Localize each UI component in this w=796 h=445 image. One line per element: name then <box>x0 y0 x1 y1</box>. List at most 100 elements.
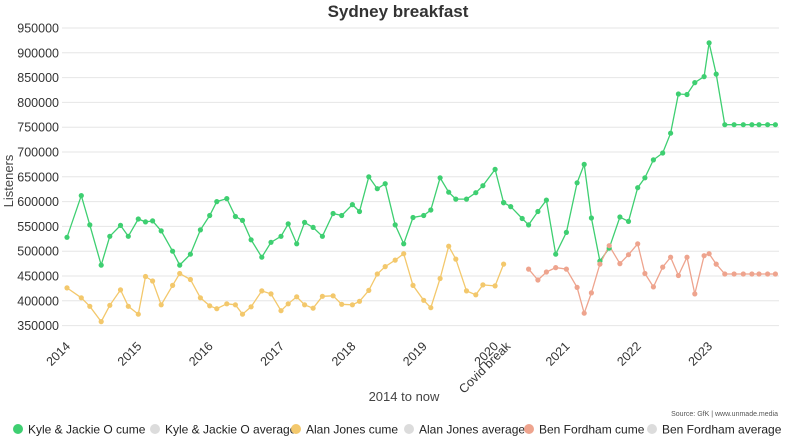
kyle-and-jackie-o-cume-point[interactable] <box>170 248 176 254</box>
kyle-and-jackie-o-cume-point[interactable] <box>339 212 345 219</box>
ben-fordham-cume-point[interactable] <box>553 265 559 271</box>
kyle-and-jackie-o-cume-point[interactable] <box>543 197 550 203</box>
ben-fordham-cume-point[interactable] <box>625 252 632 258</box>
alan-jones-cume-point[interactable] <box>446 243 452 249</box>
kyle-and-jackie-o-cume-point[interactable] <box>302 219 308 225</box>
alan-jones-cume-point[interactable] <box>107 302 113 308</box>
kyle-and-jackie-o-cume-point[interactable] <box>158 228 164 234</box>
kyle-and-jackie-o-cume-point[interactable] <box>463 196 470 202</box>
alan-jones-cume-point[interactable] <box>187 276 193 283</box>
kyle-and-jackie-o-cume-point[interactable] <box>731 122 737 128</box>
alan-jones-cume-point[interactable] <box>349 302 355 308</box>
ben-fordham-cume-point[interactable] <box>713 261 719 267</box>
alan-jones-cume-point[interactable] <box>214 306 220 312</box>
kyle-and-jackie-o-cume-point[interactable] <box>117 222 124 228</box>
alan-jones-cume-point[interactable] <box>239 311 246 317</box>
kyle-and-jackie-o-cume-point[interactable] <box>437 175 443 181</box>
alan-jones-cume-point[interactable] <box>197 295 203 301</box>
kyle-and-jackie-o-cume-point[interactable] <box>248 237 254 243</box>
kyle-and-jackie-o-cume-point[interactable] <box>197 227 203 233</box>
kyle-and-jackie-o-cume-point[interactable] <box>692 80 698 86</box>
kyle-and-jackie-o-cume-point[interactable] <box>330 210 336 217</box>
alan-jones-cume-point[interactable] <box>64 285 70 291</box>
kyle-and-jackie-o-cume-point[interactable] <box>526 222 532 228</box>
kyle-and-jackie-o-cume-point[interactable] <box>78 193 84 199</box>
kyle-and-jackie-o-cume-point[interactable] <box>392 222 398 228</box>
ben-fordham-cume-point[interactable] <box>756 271 762 277</box>
ben-fordham-cume-point[interactable] <box>642 270 648 277</box>
kyle-and-jackie-o-cume-point[interactable] <box>722 122 728 128</box>
kyle-and-jackie-o-cume-point[interactable] <box>150 218 156 224</box>
alan-jones-cume-point[interactable] <box>268 291 274 297</box>
kyle-and-jackie-o-cume-point[interactable] <box>268 239 274 245</box>
kyle-and-jackie-o-cume-point[interactable] <box>492 166 498 172</box>
ben-fordham-cume-point[interactable] <box>526 266 532 272</box>
kyle-and-jackie-o-cume-point[interactable] <box>684 91 690 98</box>
alan-jones-cume-point[interactable] <box>135 311 141 317</box>
kyle-and-jackie-o-cume-point[interactable] <box>232 213 238 220</box>
kyle-and-jackie-o-cume-point[interactable] <box>535 208 541 215</box>
ben-fordham-cume-point[interactable] <box>581 310 587 316</box>
kyle-and-jackie-o-cume-point[interactable] <box>508 204 514 210</box>
kyle-and-jackie-o-cume-point[interactable] <box>285 221 291 227</box>
kyle-and-jackie-o-cume-point[interactable] <box>239 217 246 223</box>
kyle-and-jackie-o-cume-point[interactable] <box>349 202 355 208</box>
alan-jones-cume-point[interactable] <box>302 302 308 308</box>
kyle-and-jackie-o-cume-point[interactable] <box>642 175 648 181</box>
kyle-and-jackie-o-cume-point[interactable] <box>772 122 779 128</box>
kyle-and-jackie-o-cume-point[interactable] <box>142 219 149 225</box>
alan-jones-cume-point[interactable] <box>294 294 300 300</box>
alan-jones-cume-point[interactable] <box>177 270 183 277</box>
ben-fordham-cume-point[interactable] <box>635 241 641 247</box>
kyle-and-jackie-o-cume-point[interactable] <box>756 122 762 128</box>
ben-fordham-cume-point[interactable] <box>668 254 674 260</box>
ben-fordham-cume-point[interactable] <box>692 291 698 297</box>
kyle-and-jackie-o-cume-point[interactable] <box>446 189 452 195</box>
kyle-and-jackie-o-cume-point[interactable] <box>519 215 525 222</box>
alan-jones-cume-point[interactable] <box>356 298 363 304</box>
ben-fordham-cume-point[interactable] <box>749 271 755 277</box>
alan-jones-cume-point[interactable] <box>78 295 84 301</box>
alan-jones-cume-point[interactable] <box>285 301 291 307</box>
alan-jones-cume-point[interactable] <box>98 319 104 325</box>
kyle-and-jackie-o-cume-point[interactable] <box>421 212 427 219</box>
alan-jones-cume-point[interactable] <box>453 256 459 262</box>
legend[interactable]: Kyle & Jackie O cume Kyle & Jackie O aver… <box>13 423 782 437</box>
alan-jones-cume-point[interactable] <box>339 301 345 307</box>
ben-fordham-cume-point[interactable] <box>617 261 623 267</box>
kyle-and-jackie-o-cume-point[interactable] <box>259 254 265 260</box>
alan-jones-cume-point[interactable] <box>259 288 265 294</box>
ben-fordham-cume-point[interactable] <box>701 253 707 259</box>
alan-jones-cume-point[interactable] <box>248 304 254 310</box>
alan-jones-cume-point[interactable] <box>158 302 164 308</box>
alan-jones-cume-point[interactable] <box>492 283 498 289</box>
alan-jones-cume-point[interactable] <box>224 301 230 307</box>
kyle-and-jackie-o-cume-point[interactable] <box>553 251 559 257</box>
kyle-and-jackie-o-cume-point[interactable] <box>765 122 771 128</box>
kyle-and-jackie-o-cume-point[interactable] <box>401 241 407 247</box>
ben-fordham-cume-point[interactable] <box>765 271 771 277</box>
ben-fordham-cume-point[interactable] <box>675 272 682 279</box>
kyle-and-jackie-o-cume-point[interactable] <box>319 233 325 239</box>
kyle-and-jackie-o-cume-point[interactable] <box>473 190 479 196</box>
kyle-and-jackie-o-cume-point[interactable] <box>356 208 363 215</box>
kyle-and-jackie-o-cume-point[interactable] <box>660 150 666 156</box>
alan-jones-cume-point[interactable] <box>319 293 325 299</box>
ben-fordham-cume-point[interactable] <box>740 271 746 277</box>
legend-item-ben-fordham-cume[interactable]: Ben Fordham cume <box>524 423 645 437</box>
ben-fordham-cume-point[interactable] <box>706 251 712 257</box>
alan-jones-cume-point[interactable] <box>117 287 124 293</box>
kyle-and-jackie-o-cume-point[interactable] <box>214 199 220 205</box>
alan-jones-cume-point[interactable] <box>330 293 336 299</box>
alan-jones-cume-point[interactable] <box>207 303 213 309</box>
alan-jones-cume-point[interactable] <box>501 261 507 267</box>
legend-item-alan-jones-average[interactable]: Alan Jones average <box>404 423 525 437</box>
ben-fordham-cume-point[interactable] <box>660 264 666 270</box>
legend-item-kyle-and-jackie-o-average[interactable]: Kyle & Jackie O average <box>150 423 297 437</box>
legend-item-alan-jones-cume[interactable]: Alan Jones cume <box>291 423 398 437</box>
kyle-and-jackie-o-cume-point[interactable] <box>187 251 193 257</box>
kyle-and-jackie-o-cume-point[interactable] <box>480 183 486 189</box>
alan-jones-cume-point[interactable] <box>125 303 131 309</box>
kyle-and-jackie-o-cume-point[interactable] <box>668 130 674 136</box>
kyle-and-jackie-o-cume-point[interactable] <box>224 196 230 202</box>
